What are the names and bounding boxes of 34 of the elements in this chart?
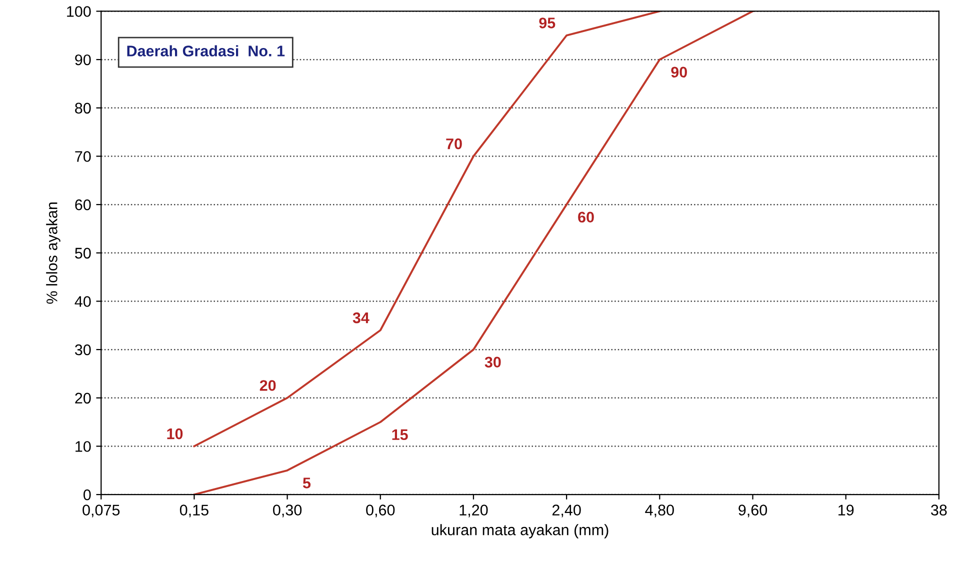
data-label: 60: [578, 212, 594, 223]
annotation: Daerah Gradasi No. 1: [127, 45, 285, 56]
y-tick-label: 20: [75, 392, 91, 404]
data-label: 20: [260, 380, 276, 391]
y-axis-title: % lolos ayakan: [46, 202, 60, 304]
data-label: 5: [302, 478, 311, 488]
data-label: 95: [539, 18, 556, 28]
x-axis-title: ukuran mata ayakan (mm): [432, 524, 608, 538]
x-tick-label: 0,30: [273, 504, 302, 518]
y-tick-label: 0: [83, 489, 91, 500]
x-tick-label: 1,20: [460, 504, 488, 518]
x-tick-label: 19: [838, 504, 854, 516]
y-tick-label: 40: [74, 296, 91, 307]
y-tick-label: 60: [75, 199, 91, 210]
x-tick-label: 2,40: [552, 504, 581, 518]
data-label: 34: [352, 312, 370, 324]
y-tick-label: 80: [75, 102, 91, 114]
data-label: 30: [484, 356, 501, 368]
y-tick-label: 100: [67, 6, 91, 17]
data-label: 10: [167, 428, 183, 440]
data-label: 90: [671, 66, 687, 78]
y-tick-label: 90: [75, 54, 91, 66]
data-label: 15: [392, 429, 408, 440]
x-tick-label: 9,60: [738, 504, 768, 518]
data-label: 70: [446, 138, 462, 150]
y-tick-label: 10: [76, 441, 91, 452]
x-tick-label: 0,60: [366, 504, 395, 518]
y-tick-label: 70: [75, 151, 91, 162]
x-tick-label: 0,075: [82, 504, 120, 518]
y-tick-label: 50: [75, 248, 91, 259]
x-tick-label: 4,80: [645, 504, 674, 518]
x-tick-label: 0,15: [180, 504, 208, 518]
x-tick-label: 38: [931, 504, 947, 516]
y-tick-label: 30: [74, 344, 91, 356]
